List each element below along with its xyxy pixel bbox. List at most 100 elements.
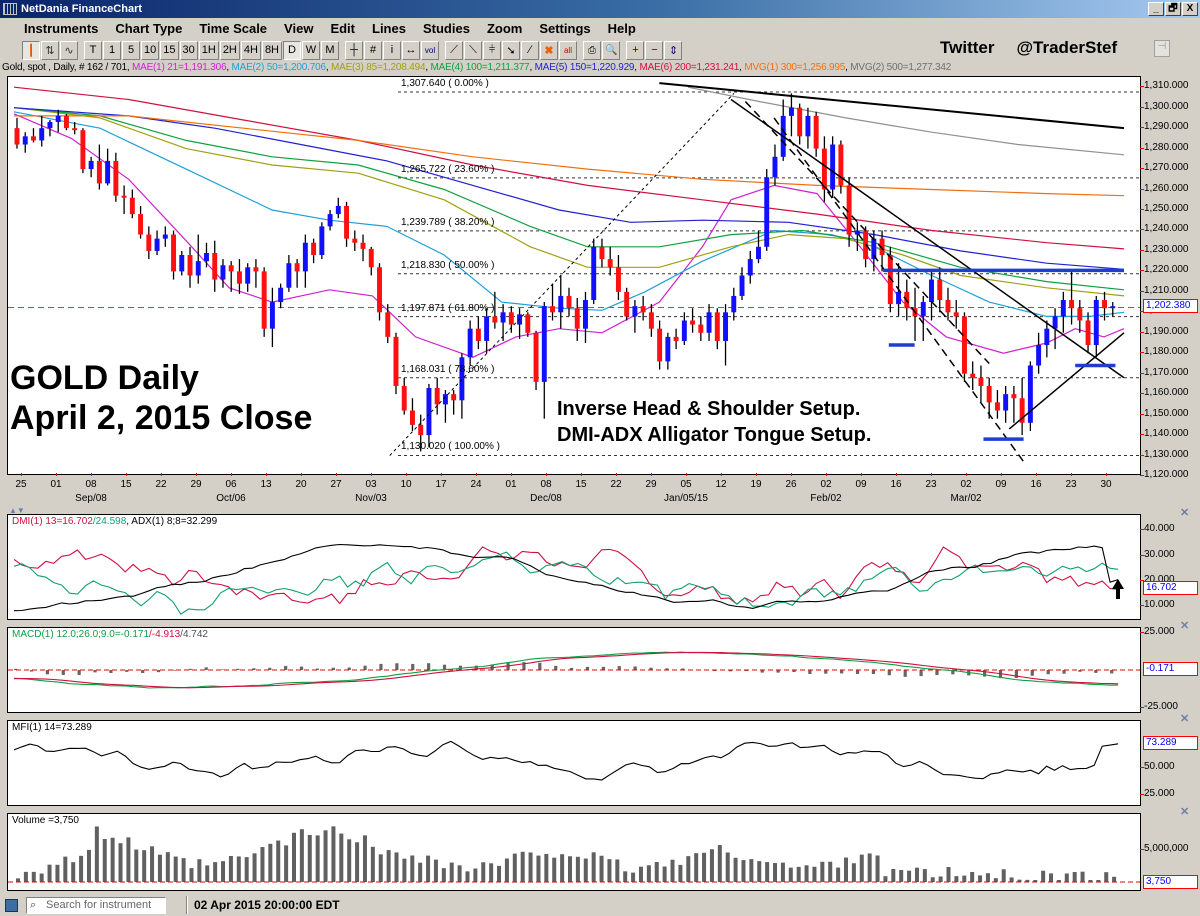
- pane-splitter[interactable]: ✕: [0, 806, 1200, 818]
- ohlc-chart-button[interactable]: ⇅: [41, 40, 59, 60]
- close-pane-icon[interactable]: ✕: [1180, 620, 1190, 632]
- time-tick-label: 10: [400, 479, 412, 490]
- menu-bar: Instruments Chart Type Time Scale View E…: [0, 18, 1200, 38]
- close-pane-icon[interactable]: ✕: [1180, 806, 1190, 818]
- menu-time-scale[interactable]: Time Scale: [199, 20, 268, 36]
- axis-tick-label: 10.000: [1144, 599, 1175, 611]
- close-pane-icon[interactable]: ✕: [1180, 507, 1190, 519]
- axis-tick: [1140, 413, 1144, 415]
- timescale-1-button[interactable]: 1: [103, 40, 121, 60]
- close-button[interactable]: X: [1182, 2, 1198, 16]
- price-chart-pane[interactable]: 1,307.640 ( 0.00% ) 1,265.722 ( 23.60% ) 1…: [7, 76, 1142, 475]
- minimize-button[interactable]: _: [1148, 2, 1164, 16]
- menu-studies[interactable]: Studies: [422, 20, 470, 36]
- pane-splitter[interactable]: ✕: [0, 713, 1200, 725]
- delete-button[interactable]: ✖: [540, 40, 558, 60]
- timescale-m-button[interactable]: M: [321, 40, 339, 60]
- volume-pane[interactable]: Volume =3,750: [7, 813, 1142, 891]
- time-tick-label: 24: [470, 479, 482, 490]
- zoom-fit-button[interactable]: ⇕: [664, 40, 683, 60]
- menu-zoom[interactable]: Zoom: [486, 20, 523, 36]
- chart-title-annotation: GOLD Daily April 2, 2015 Close: [10, 358, 312, 438]
- timescale-15-button[interactable]: 15: [160, 40, 179, 60]
- menu-lines[interactable]: Lines: [372, 20, 406, 36]
- pane-splitter[interactable]: ▲▼ ✕: [0, 506, 1200, 519]
- close-pane-icon[interactable]: ✕: [1180, 713, 1190, 725]
- pin-icon[interactable]: ⊣: [1154, 40, 1170, 57]
- timescale-30-button[interactable]: 30: [179, 40, 198, 60]
- title-bar: NetDania FinanceChart _ 🗗 X: [0, 0, 1200, 18]
- timescale-d-button[interactable]: D: [283, 40, 301, 60]
- price-tick-label: 1,120.000: [1144, 469, 1189, 480]
- restore-button[interactable]: 🗗: [1165, 2, 1181, 16]
- macd-axis[interactable]: 25.000 -25.000 -0.171: [1140, 626, 1200, 713]
- price-tick-label: 1,250.000: [1144, 203, 1189, 214]
- price-chart-svg: [8, 82, 1142, 463]
- time-axis[interactable]: 25 01 08 15 22 29 06 13 20 27 03 10 17 24 01 08 15 22 29 05…: [7, 473, 1141, 513]
- volume-button[interactable]: vol: [421, 40, 439, 60]
- menu-instruments[interactable]: Instruments: [24, 20, 99, 36]
- volume-axis[interactable]: 5,000,000 3,750: [1140, 813, 1200, 891]
- time-tick-label: 12: [715, 479, 727, 490]
- time-tick-label: 16: [1030, 479, 1042, 490]
- time-tick-label: 01: [50, 479, 62, 490]
- time-tick: [21, 473, 22, 476]
- timescale-t-button[interactable]: T: [84, 40, 102, 60]
- delete-all-button[interactable]: all: [559, 40, 577, 60]
- zoom-in-button[interactable]: +: [626, 40, 645, 60]
- status-datetime: 02 Apr 2015 20:00:00 EDT: [194, 898, 340, 912]
- timescale-8h-button[interactable]: 8H: [261, 40, 282, 60]
- timescale-4h-button[interactable]: 4H: [240, 40, 261, 60]
- mfi-axis[interactable]: 50.000 25.000 73.289: [1140, 720, 1200, 806]
- fibonacci-button[interactable]: ⫩: [483, 40, 501, 60]
- time-tick-label: 22: [155, 479, 167, 490]
- timescale-5-button[interactable]: 5: [122, 40, 140, 60]
- legend-item: ,: [529, 62, 535, 73]
- scroll-button[interactable]: ↔: [402, 40, 420, 60]
- line-chart-button[interactable]: ∿: [60, 40, 78, 60]
- timescale-w-button[interactable]: W: [302, 40, 320, 60]
- dmi-axis[interactable]: 40.000 30.000 20.000 10.000 16.702: [1140, 514, 1200, 620]
- pane-splitter[interactable]: ✕: [0, 620, 1200, 632]
- move-pane-icon[interactable]: ▲▼: [9, 506, 25, 515]
- price-axis[interactable]: 1,310.000 1,300.000 1,290.000 1,280.000 1,27…: [1140, 76, 1200, 480]
- time-tick-label: 08: [85, 479, 97, 490]
- menu-chart-type[interactable]: Chart Type: [115, 20, 183, 36]
- time-tick: [1106, 473, 1107, 476]
- zoom-out-button[interactable]: −: [645, 40, 664, 60]
- current-value-badge: 3,750: [1143, 875, 1198, 889]
- price-tick-label: 1,190.000: [1144, 325, 1189, 337]
- print-button[interactable]: ⎙: [583, 40, 601, 60]
- info-button[interactable]: i: [383, 40, 401, 60]
- timescale-10-button[interactable]: 10: [141, 40, 160, 60]
- timescale-1h-button[interactable]: 1H: [198, 40, 219, 60]
- time-tick-label: 02: [960, 479, 972, 490]
- macd-pane[interactable]: MACD(1) 12.0;26.0;9.0=-0.171/-4.913/4.74…: [7, 627, 1141, 713]
- crosshair-button[interactable]: ┼: [345, 40, 363, 60]
- app-square-icon[interactable]: [5, 898, 18, 912]
- menu-help[interactable]: Help: [607, 20, 636, 36]
- print-preview-button[interactable]: 🔍: [602, 40, 621, 60]
- axis-tick: [1140, 605, 1144, 607]
- menu-settings[interactable]: Settings: [539, 20, 591, 36]
- menu-view[interactable]: View: [284, 20, 314, 36]
- menu-edit[interactable]: Edit: [330, 20, 355, 36]
- candlestick-chart-button[interactable]: ┃: [22, 40, 40, 60]
- dmi-adx-pane[interactable]: DMI(1) 13=16.702/24.598, ADX(1) 8;8=32.2…: [7, 514, 1141, 620]
- time-tick: [161, 473, 162, 476]
- mfi-pane[interactable]: MFI(1) 14=73.289: [7, 720, 1141, 806]
- twitter-handle: @TraderStef: [1016, 38, 1118, 57]
- instrument-search-input[interactable]: ⌕ Search for instrument: [26, 896, 166, 914]
- timescale-2h-button[interactable]: 2H: [219, 40, 240, 60]
- line-tool-button[interactable]: ⁄: [521, 40, 539, 60]
- grid-button[interactable]: #: [364, 40, 382, 60]
- trendline-down-button[interactable]: ⟍: [464, 40, 482, 60]
- arrow-tool-button[interactable]: ➘: [502, 40, 520, 60]
- fib-label: 1,130.020 ( 100.00% ): [401, 441, 500, 453]
- pane-label-part: DMI(1) 13=16.702: [12, 516, 93, 527]
- time-tick: [1036, 473, 1037, 476]
- price-tick-label: 1,160.000: [1144, 387, 1189, 399]
- trendline-up-button[interactable]: ⟋: [445, 40, 463, 60]
- axis-tick: [1140, 188, 1144, 190]
- price-tick-label: 1,280.000: [1144, 141, 1189, 153]
